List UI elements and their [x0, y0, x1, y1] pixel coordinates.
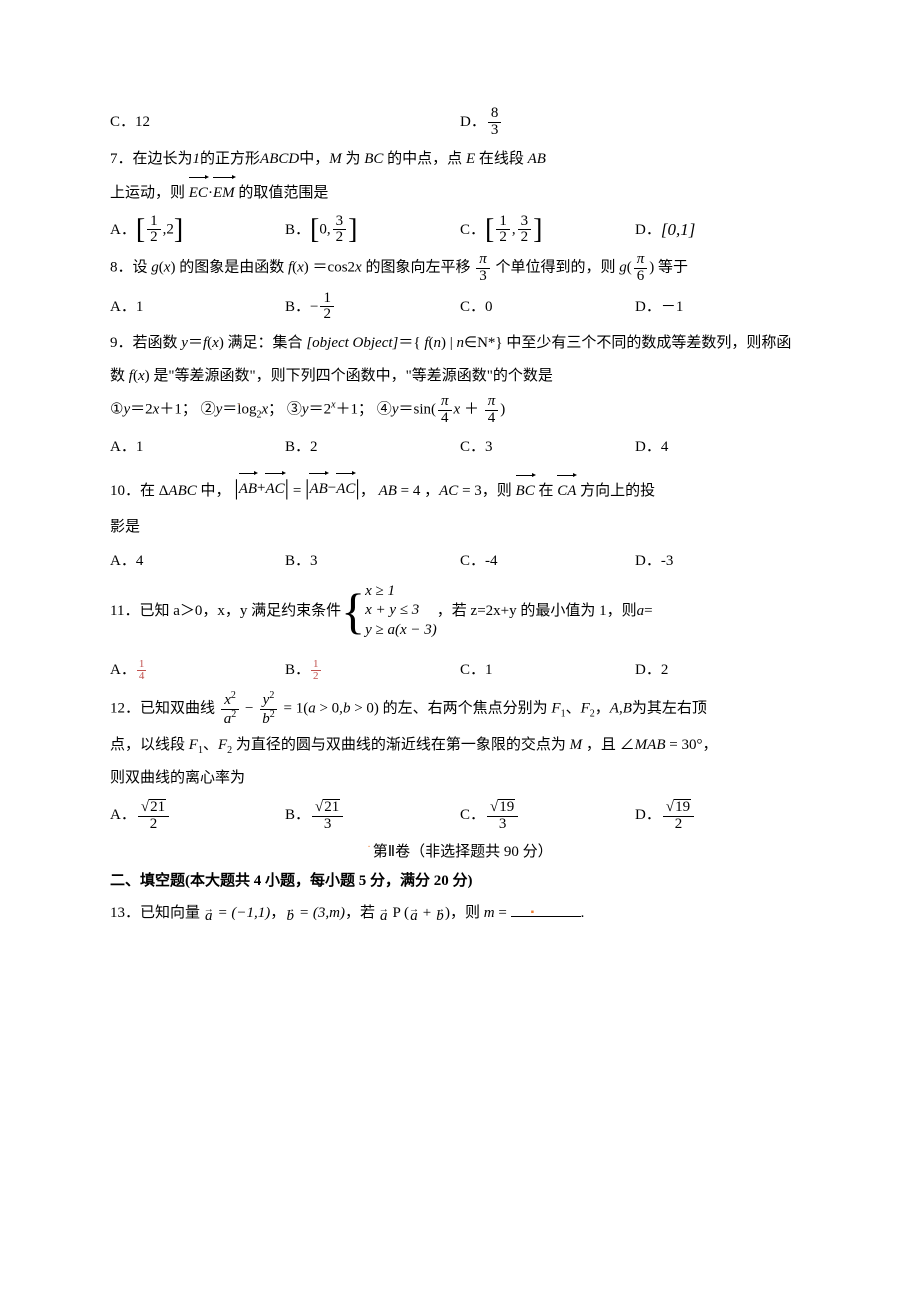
q11-B: B．12	[285, 656, 460, 685]
dot-icon: ▪	[531, 903, 535, 922]
q10-l2: 影是	[110, 513, 810, 542]
q10-options: A．4 B．3 C．-4 D．-3	[110, 547, 810, 576]
q11-options: A．14 B．12 C．1 D．2	[110, 656, 810, 685]
q9-options: A．1 B．2 C．3 D．4	[110, 433, 810, 462]
q6-D: D． 83	[460, 106, 635, 139]
q12-l1: 12．已知双曲线 x2a2 − y2b2 = 1(a > 0,b > 0) 的左…	[110, 691, 810, 728]
q12-C: C．193	[460, 799, 635, 833]
q7-A: A． [12,2]	[110, 214, 285, 247]
q10-C: C．-4	[460, 547, 635, 576]
q7-line1: 7．在边长为1的正方形ABCD中，M 为 BC 的中点，点 E 在线段 AB	[110, 145, 810, 174]
q7-line2: 上运动，则 EC·EM 的取值范围是	[110, 177, 810, 208]
tick-icon: ·	[367, 842, 370, 853]
q9-A: A．1	[110, 433, 285, 462]
q11-A: A．14	[110, 656, 285, 685]
q10-B: B．3	[285, 547, 460, 576]
q10-D: D．-3	[635, 547, 810, 576]
q7-D: D．[0,1]	[635, 214, 810, 247]
q8-C: C．0	[460, 291, 635, 324]
q11-stem: 11．已知 a＞0，x，y 满足约束条件 { x ≥ 1 x + y ≤ 3 y…	[110, 582, 810, 641]
fill-heading: 二、填空题(本大题共 4 小题，每小题 5 分，满分 20 分)	[110, 867, 810, 896]
q9-l2: 数 f(x) 是"等差源函数"，则下列四个函数中，"等差源函数"的个数是	[110, 362, 810, 391]
q12-l3: 则双曲线的离心率为	[110, 764, 810, 793]
q8-A: A．1	[110, 291, 285, 324]
q8-D: D．－1	[635, 291, 810, 324]
q12-D: D．192	[635, 799, 810, 833]
q11-D: D．2	[635, 656, 810, 685]
q9-B: B．2	[285, 433, 460, 462]
blank-input[interactable]: ▪	[511, 901, 581, 917]
q8-B: B．−12	[285, 291, 460, 324]
section-2-title: ·第Ⅱ卷（非选择题共 90 分）	[110, 838, 810, 867]
q12-options: A．212 B．213 C．193 D．192	[110, 799, 810, 833]
q9-items: ①y＝2x＋1； ②y＝l·og2x； ③y＝2x＋1； ④y＝sin(π4x …	[110, 394, 810, 427]
q9-D: D．4	[635, 433, 810, 462]
q7-C: C． [12,32]	[460, 214, 635, 247]
q9-l1: 9．若函数 y＝f(x) 满足：集合 [object Object]＝{ f(n…	[110, 329, 810, 358]
q9-C: C．3	[460, 433, 635, 462]
q6-C: C．12	[110, 106, 285, 139]
q11-C: C．1	[460, 656, 635, 685]
q6-options: C．12 D． 83	[110, 106, 810, 139]
q10-l1: 10．在 ΔABC 中， AB + AC = AB − AC， AB = 4 ，…	[110, 467, 810, 509]
q7-B: B． [0,32]	[285, 214, 460, 247]
tick-icon: ·	[237, 396, 240, 415]
q13: 13．已知向量 →a = (−1,1)，→b = (3,m)，若 →a P (→…	[110, 899, 810, 928]
q12-l2: 点，以线段 F1、F2 为直径的圆与双曲线的渐近线在第一象限的交点为 M ，且 …	[110, 731, 810, 760]
q7-options: A． [12,2] B． [0,32] C． [12,32] D．[0,1]	[110, 214, 810, 247]
q12-A: A．212	[110, 799, 285, 833]
q10-A: A．4	[110, 547, 285, 576]
q8-stem: 8．设 g(x) 的图象是由函数 f(x) ＝cos2x 的图象向左平移 π3 …	[110, 252, 810, 285]
q12-B: B．213	[285, 799, 460, 833]
q8-options: A．1 B．−12 C．0 D．－1	[110, 291, 810, 324]
